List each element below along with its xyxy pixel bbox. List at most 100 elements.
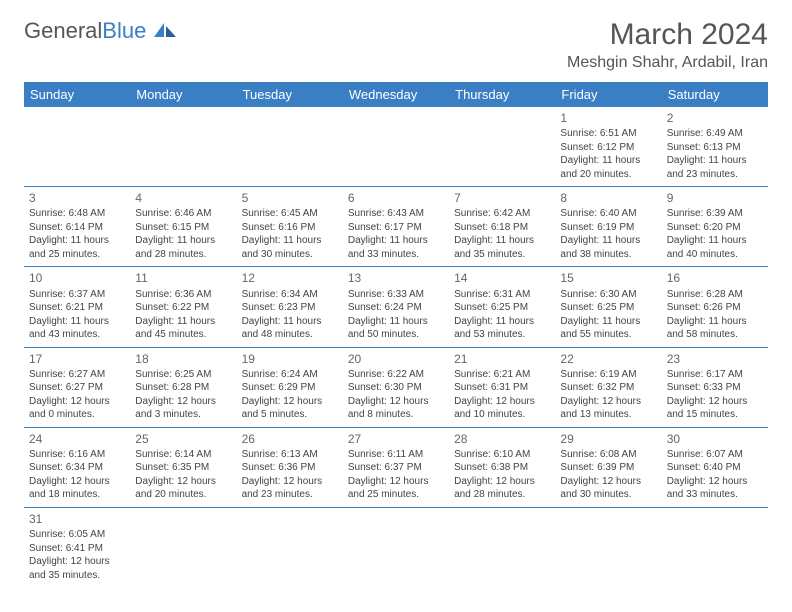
sunset-line: Sunset: 6:32 PM [560,381,656,395]
sunrise-line: Sunrise: 6:34 AM [242,288,338,302]
day-number: 23 [667,351,763,367]
sunrise-line: Sunrise: 6:49 AM [667,127,763,141]
day-number: 10 [29,270,125,286]
day-cell: 3Sunrise: 6:48 AMSunset: 6:14 PMDaylight… [24,187,130,267]
daylight-line: Daylight: 12 hours and 3 minutes. [135,395,231,422]
day-number: 9 [667,190,763,206]
empty-cell [24,107,130,187]
day-cell: 14Sunrise: 6:31 AMSunset: 6:25 PMDayligh… [449,267,555,347]
sunrise-line: Sunrise: 6:25 AM [135,368,231,382]
daylight-line: Daylight: 11 hours and 23 minutes. [667,154,763,181]
sunrise-line: Sunrise: 6:13 AM [242,448,338,462]
sunset-line: Sunset: 6:26 PM [667,301,763,315]
day-cell: 28Sunrise: 6:10 AMSunset: 6:38 PMDayligh… [449,427,555,507]
logo: GeneralBlue [24,18,180,44]
day-number: 17 [29,351,125,367]
weekday-header: Friday [555,82,661,107]
sunrise-line: Sunrise: 6:36 AM [135,288,231,302]
daylight-line: Daylight: 12 hours and 8 minutes. [348,395,444,422]
sunset-line: Sunset: 6:25 PM [454,301,550,315]
sunset-line: Sunset: 6:21 PM [29,301,125,315]
empty-cell [343,507,449,587]
sunset-line: Sunset: 6:37 PM [348,461,444,475]
day-cell: 26Sunrise: 6:13 AMSunset: 6:36 PMDayligh… [237,427,343,507]
sails-icon [150,21,180,41]
sunrise-line: Sunrise: 6:19 AM [560,368,656,382]
day-cell: 2Sunrise: 6:49 AMSunset: 6:13 PMDaylight… [662,107,768,187]
sunrise-line: Sunrise: 6:28 AM [667,288,763,302]
daylight-line: Daylight: 11 hours and 28 minutes. [135,234,231,261]
daylight-line: Daylight: 12 hours and 35 minutes. [29,555,125,582]
day-number: 19 [242,351,338,367]
day-number: 29 [560,431,656,447]
sunset-line: Sunset: 6:31 PM [454,381,550,395]
calendar-row: 1Sunrise: 6:51 AMSunset: 6:12 PMDaylight… [24,107,768,187]
empty-cell [555,507,661,587]
day-number: 5 [242,190,338,206]
daylight-line: Daylight: 11 hours and 33 minutes. [348,234,444,261]
day-number: 30 [667,431,763,447]
daylight-line: Daylight: 11 hours and 20 minutes. [560,154,656,181]
empty-cell [130,107,236,187]
sunrise-line: Sunrise: 6:07 AM [667,448,763,462]
day-number: 6 [348,190,444,206]
daylight-line: Daylight: 11 hours and 53 minutes. [454,315,550,342]
sunset-line: Sunset: 6:12 PM [560,141,656,155]
day-cell: 22Sunrise: 6:19 AMSunset: 6:32 PMDayligh… [555,347,661,427]
daylight-line: Daylight: 11 hours and 35 minutes. [454,234,550,261]
day-cell: 30Sunrise: 6:07 AMSunset: 6:40 PMDayligh… [662,427,768,507]
empty-cell [662,507,768,587]
sunrise-line: Sunrise: 6:37 AM [29,288,125,302]
day-cell: 24Sunrise: 6:16 AMSunset: 6:34 PMDayligh… [24,427,130,507]
month-title: March 2024 [567,18,768,52]
sunrise-line: Sunrise: 6:39 AM [667,207,763,221]
day-number: 13 [348,270,444,286]
weekday-header: Wednesday [343,82,449,107]
sunrise-line: Sunrise: 6:17 AM [667,368,763,382]
daylight-line: Daylight: 11 hours and 30 minutes. [242,234,338,261]
sunset-line: Sunset: 6:16 PM [242,221,338,235]
sunset-line: Sunset: 6:24 PM [348,301,444,315]
sunrise-line: Sunrise: 6:27 AM [29,368,125,382]
day-cell: 25Sunrise: 6:14 AMSunset: 6:35 PMDayligh… [130,427,236,507]
sunset-line: Sunset: 6:34 PM [29,461,125,475]
calendar-row: 10 Sunrise: 6:37 AMSunset: 6:21 PM Dayligh… [24,267,768,347]
daylight-line: Daylight: 11 hours and 48 minutes. [242,315,338,342]
sunrise-line: Sunrise: 6:30 AM [560,288,656,302]
weekday-header-row: SundayMondayTuesdayWednesdayThursdayFrid… [24,82,768,107]
sunrise-line: Sunrise: 6:51 AM [560,127,656,141]
day-cell: 23Sunrise: 6:17 AMSunset: 6:33 PMDayligh… [662,347,768,427]
empty-cell [130,507,236,587]
day-number: 15 [560,270,656,286]
daylight-line: Daylight: 11 hours and 40 minutes. [667,234,763,261]
sunrise-line: Sunrise: 6:14 AM [135,448,231,462]
sunrise-line: Sunrise: 6:42 AM [454,207,550,221]
logo-text-1: General [24,18,102,44]
sunrise-line: Sunrise: 6:08 AM [560,448,656,462]
daylight-line: Daylight: 12 hours and 0 minutes. [29,395,125,422]
sunset-line: Sunset: 6:25 PM [560,301,656,315]
sunset-line: Sunset: 6:18 PM [454,221,550,235]
day-number: 16 [667,270,763,286]
day-number: 27 [348,431,444,447]
empty-cell [237,107,343,187]
logo-text-2: Blue [102,18,146,44]
sunset-line: Sunset: 6:35 PM [135,461,231,475]
sunrise-line: Sunrise: 6:11 AM [348,448,444,462]
empty-cell [449,507,555,587]
day-cell: 5Sunrise: 6:45 AMSunset: 6:16 PMDaylight… [237,187,343,267]
calendar-row: 3Sunrise: 6:48 AMSunset: 6:14 PMDaylight… [24,187,768,267]
day-number: 18 [135,351,231,367]
sunset-line: Sunset: 6:27 PM [29,381,125,395]
sunset-line: Sunset: 6:39 PM [560,461,656,475]
sunset-line: Sunset: 6:20 PM [667,221,763,235]
day-cell: 4Sunrise: 6:46 AMSunset: 6:15 PMDaylight… [130,187,236,267]
sunrise-line: Sunrise: 6:24 AM [242,368,338,382]
day-cell: 16Sunrise: 6:28 AMSunset: 6:26 PMDayligh… [662,267,768,347]
day-cell: 11Sunrise: 6:36 AMSunset: 6:22 PMDayligh… [130,267,236,347]
sunrise-line: Sunrise: 6:33 AM [348,288,444,302]
day-number: 8 [560,190,656,206]
sunset-line: Sunset: 6:17 PM [348,221,444,235]
sunset-line: Sunset: 6:38 PM [454,461,550,475]
calendar-body: 1Sunrise: 6:51 AMSunset: 6:12 PMDaylight… [24,107,768,587]
